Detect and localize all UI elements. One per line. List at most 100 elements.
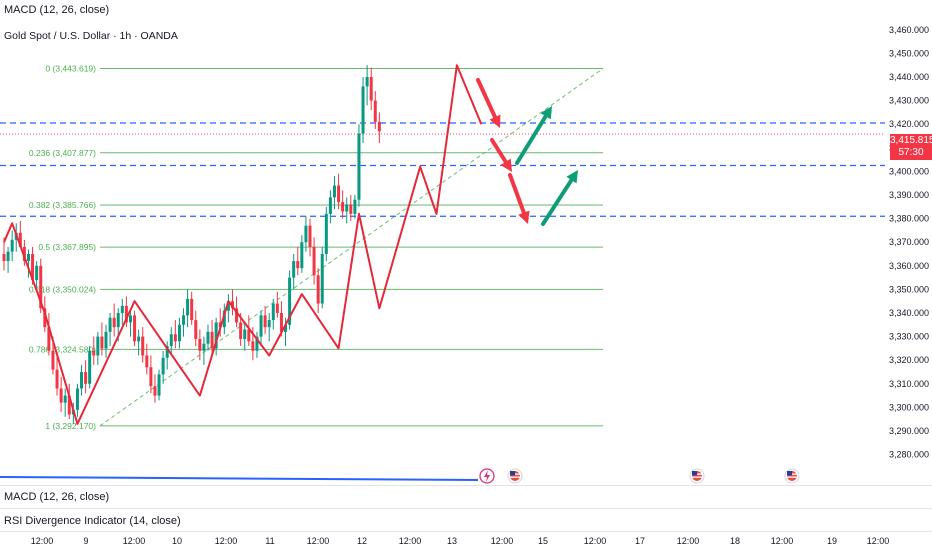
price-axis-tick: 3,310.000 [889,379,929,389]
candle-body [271,303,275,321]
candle-body [63,395,67,403]
candle-body [55,369,59,389]
time-axis-tick: 12:00 [677,536,700,546]
candle-body [173,334,177,342]
lightning-event-marker[interactable] [479,468,495,484]
time-axis-tick: 12:00 [399,536,422,546]
candle-body [263,315,267,328]
time-axis-tick: 12:00 [771,536,794,546]
candle-body [304,225,308,243]
trend-line-blue[interactable] [0,476,479,481]
zigzag-overlay[interactable] [3,64,483,425]
price-axis-tick: 3,450.000 [889,48,929,58]
candle-body [230,301,234,309]
price-axis-tick: 3,430.000 [889,96,929,106]
candle-body [214,322,218,349]
flag-canton [692,471,697,476]
current-price-tag: 3,415.815 57:30 [890,134,932,160]
up-arrow-shaft[interactable] [541,178,574,226]
candle-body [255,336,259,351]
candle-body [202,343,206,351]
candle-body [157,374,161,396]
down-arrow-shaft[interactable] [508,173,526,215]
price-axis-tick: 3,340.000 [889,308,929,318]
candle-body [116,313,120,328]
candle-body [22,246,26,262]
down-arrow-shaft[interactable] [490,138,508,164]
candle-body [67,395,71,415]
us-event-marker[interactable] [689,468,705,484]
candle-body [133,315,137,342]
time-axis[interactable]: 12:00 9 12:00 10 12:00 11 12:00 12 12:00 13 12:00 1… [31,536,890,546]
flag-stripe [692,476,702,478]
up-arrow-head[interactable] [566,170,578,184]
time-axis-tick: 12 [357,536,367,546]
candle-body [377,121,381,132]
candle-body [365,77,369,87]
us-event-marker[interactable] [784,468,800,484]
candle-body [47,327,51,351]
up-arrow-shaft[interactable] [515,114,548,165]
flag-stripe [787,476,797,478]
candle-body [194,320,198,339]
candle-body [279,313,283,332]
lightning-icon [484,470,490,482]
fib-level-label: 0.236 (3,407.877) [29,148,96,158]
candle-body [292,261,296,278]
macd-pane-label[interactable]: MACD (12, 26, close) [4,491,110,503]
candle-body [226,301,230,311]
price-axis-tick: 3,370.000 [889,237,929,247]
price-axis-tick: 3,460.000 [889,25,929,35]
projection-arrows[interactable] [476,78,578,226]
us-event-marker[interactable] [507,468,523,484]
price-axis[interactable]: 3,460.000 3,450.000 3,440.000 3,430.000 3,42… [889,25,929,460]
grid-layer [0,476,932,532]
candle-body [316,275,320,304]
down-arrow-head[interactable] [500,158,512,172]
candle-body [96,336,100,356]
candle-body [251,341,255,351]
fib-level-label: 0.5 (3,367.895) [38,242,96,252]
candle-body [206,331,210,344]
candle-body [145,355,149,368]
bar-countdown: 57:30 [898,147,924,158]
candle-body [222,310,226,328]
candle-body [337,185,341,203]
time-axis-tick: 12:00 [867,536,890,546]
time-axis-tick: 19 [827,536,837,546]
time-axis-tick: 18 [730,536,740,546]
candle-body [108,317,112,332]
fibonacci-retracement[interactable]: 0 (3,443.619) 0.236 (3,407.877) 0.382 (3,3… [29,63,604,431]
fib-level-label: 0.618 (3,350.024) [29,284,96,294]
time-axis-tick: 11 [265,536,274,546]
candle-body [259,315,263,337]
candlestick-series [2,65,381,424]
price-axis-tick: 3,380.000 [889,214,929,224]
fib-diagonal-line[interactable] [99,68,604,427]
symbol-title[interactable]: Gold Spot / U.S. Dollar · 1h · OANDA [4,30,178,42]
candle-body [312,246,316,276]
candle-body [341,202,345,212]
candle-body [141,336,145,356]
candle-body [320,254,324,304]
event-markers[interactable] [479,468,800,484]
candle-body [51,350,55,370]
indicator-title-top[interactable]: MACD (12, 26, close) [4,4,110,16]
down-arrow-head[interactable] [489,114,501,128]
time-axis-tick: 13 [447,536,457,546]
down-arrow-head[interactable] [518,210,530,224]
candle-body [284,324,288,332]
rsi-pane-label[interactable]: RSI Divergence Indicator (14, close) [4,515,181,527]
time-axis-tick: 12:00 [584,536,607,546]
time-axis-tick: 17 [635,536,645,546]
zigzag-path[interactable] [3,64,483,425]
candle-body [43,308,47,328]
up-arrow-head[interactable] [540,106,552,120]
time-axis-tick: 12:00 [215,536,238,546]
candle-body [153,386,157,396]
time-axis-tick: 15 [538,536,548,546]
down-arrow-shaft[interactable] [476,78,498,120]
candle-body [137,336,141,342]
candle-body [308,225,312,247]
